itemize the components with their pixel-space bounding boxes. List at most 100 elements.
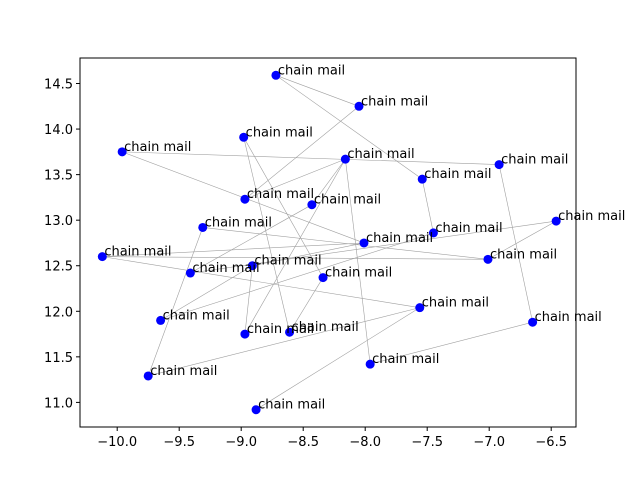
edge-line xyxy=(160,265,253,321)
edge-line xyxy=(244,158,346,200)
x-tick-label: −7.0 xyxy=(473,435,505,450)
point-label: chain mail xyxy=(205,215,272,230)
scatter-point xyxy=(494,160,504,170)
scatter-point xyxy=(528,317,538,327)
scatter-point xyxy=(359,238,369,248)
y-tick-label: 11.0 xyxy=(44,396,73,411)
edge-line xyxy=(370,321,533,365)
y-tick-label: 12.5 xyxy=(44,260,73,275)
plot-area-frame xyxy=(79,57,577,428)
point-label: chain mail xyxy=(366,231,433,246)
x-tick-label: −7.5 xyxy=(411,435,443,450)
scatter-point xyxy=(354,101,364,111)
point-label: chain mail xyxy=(325,266,392,281)
edge-line xyxy=(202,227,488,260)
point-label: chain mail xyxy=(361,94,428,109)
x-axis: −10.0 −9.5 −9.0 −8.5 −8.0 −7.5 −7.0 −6.5 xyxy=(97,427,567,450)
edge-line xyxy=(102,242,364,257)
point-label: chain mail xyxy=(247,187,314,202)
edge-line xyxy=(122,151,500,165)
scatter-point xyxy=(415,303,425,313)
scatter-point xyxy=(185,268,195,278)
scatter-point xyxy=(198,222,208,232)
point-label: chain mail xyxy=(104,245,171,260)
point-label: chain mail xyxy=(246,125,313,140)
scatter-point xyxy=(156,315,166,325)
edge-layer xyxy=(102,75,557,410)
point-label: chain mail xyxy=(490,247,557,262)
point-label: chain mail xyxy=(247,322,314,337)
scatter-point xyxy=(240,194,250,204)
point-label: chain mail xyxy=(422,296,489,311)
scatter-point xyxy=(240,329,250,339)
scatter-point xyxy=(97,252,107,262)
edge-line xyxy=(244,265,253,335)
scatter-point xyxy=(143,371,153,381)
point-label: chain mail xyxy=(192,261,259,276)
scatter-point xyxy=(307,200,317,210)
scatter-point xyxy=(239,132,249,142)
edge-line xyxy=(275,75,423,180)
scatter-point xyxy=(285,327,295,337)
scatter-point xyxy=(271,70,281,80)
edge-line xyxy=(244,106,360,200)
point-label: chain mail xyxy=(314,193,381,208)
edge-line xyxy=(148,307,420,377)
scatter-point xyxy=(551,216,561,226)
y-tick-label: 14.0 xyxy=(44,123,73,138)
point-label: chain mail xyxy=(424,167,491,182)
point-label: chain mail xyxy=(278,63,345,78)
scatter-point xyxy=(340,154,350,164)
point-label: chain mail xyxy=(254,254,321,269)
point-label: chain mail xyxy=(163,308,230,323)
edge-line xyxy=(160,232,434,321)
edge-line xyxy=(275,75,360,107)
scatter-point xyxy=(483,254,493,264)
edge-line xyxy=(421,179,434,233)
point-label: chain mail xyxy=(150,364,217,379)
scatter-point xyxy=(251,405,261,415)
point-label: chain mail xyxy=(558,209,625,224)
y-tick-label: 12.0 xyxy=(44,305,73,320)
scatter-point xyxy=(318,273,328,283)
edge-line xyxy=(311,158,346,205)
scatter-point xyxy=(428,228,438,238)
edge-line xyxy=(102,256,488,260)
x-tick-label: −9.0 xyxy=(225,435,257,450)
point-label: chain mail xyxy=(258,398,325,413)
edge-line xyxy=(487,220,557,260)
y-axis: 11.0 11.5 12.0 12.5 13.0 13.5 14.0 14.5 xyxy=(44,78,80,411)
y-tick-label: 13.5 xyxy=(44,169,73,184)
edge-line xyxy=(190,204,313,274)
point-label: chain mail xyxy=(372,352,439,367)
point-label: chain mail xyxy=(124,140,191,155)
edge-line xyxy=(252,242,365,267)
x-tick-label: −8.0 xyxy=(349,435,381,450)
point-label: chain mail xyxy=(435,221,502,236)
x-tick-label: −9.5 xyxy=(163,435,195,450)
edge-line xyxy=(289,277,324,333)
edge-line xyxy=(255,307,420,410)
y-tick-label: 11.5 xyxy=(44,351,73,366)
scatter-point xyxy=(417,174,427,184)
point-label: chain mail xyxy=(535,310,602,325)
scatter-point xyxy=(247,261,257,271)
y-tick-label: 13.0 xyxy=(44,214,73,229)
scatter-point xyxy=(117,147,127,157)
point-label: chain mail xyxy=(501,153,568,168)
point-layer xyxy=(97,70,561,415)
y-tick-label: 14.5 xyxy=(44,78,73,93)
point-label: chain mail xyxy=(292,320,359,335)
x-tick-label: −8.5 xyxy=(287,435,319,450)
edge-line xyxy=(147,227,204,377)
scatter-point xyxy=(365,359,375,369)
x-tick-label: −6.5 xyxy=(535,435,567,450)
edge-line xyxy=(102,256,420,308)
x-tick-label: −10.0 xyxy=(97,435,137,450)
edge-line xyxy=(345,159,371,365)
point-label: chain mail xyxy=(347,147,414,162)
